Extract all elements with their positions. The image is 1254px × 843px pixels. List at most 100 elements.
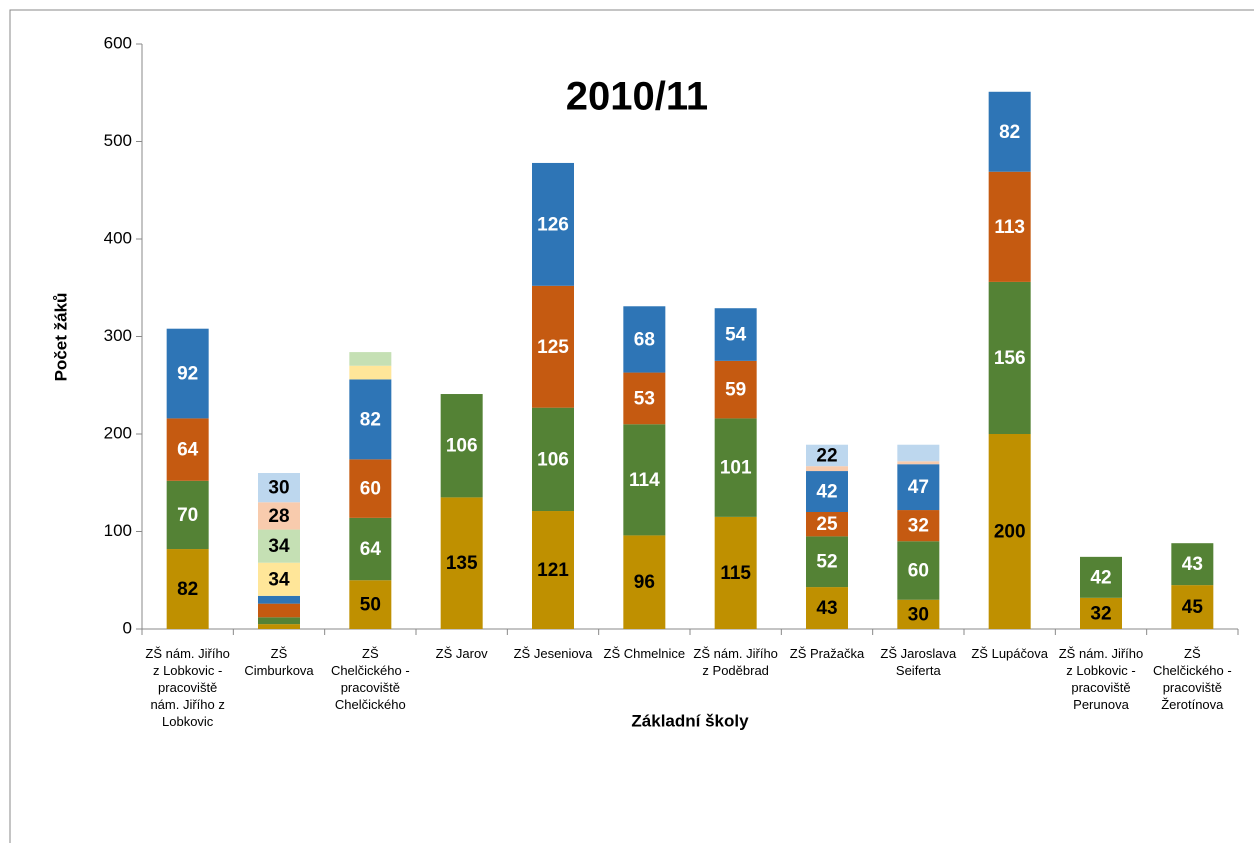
bar-segment (714, 360, 757, 419)
data-label: 60 (360, 479, 381, 500)
bar-segment (1080, 556, 1122, 598)
bar-segment (623, 306, 666, 373)
data-label: 68 (634, 329, 655, 350)
bar-segment (714, 308, 757, 361)
bar-segment (349, 517, 392, 581)
bar-segment (623, 424, 666, 536)
x-tick-label: ZŠ Chelčického - pracoviště Žerotínova (1152, 646, 1232, 712)
bar-segment (897, 599, 940, 629)
data-label: 34 (268, 536, 290, 557)
x-tick-label: ZŠ nám. Jiřího z Lobkovic - pracoviště P… (1058, 646, 1144, 712)
data-label: 60 (908, 561, 929, 582)
x-tick-label: ZŠ Chelčického - pracoviště Chelčického (330, 646, 410, 712)
bar-segment (349, 365, 392, 380)
data-label: 70 (177, 505, 198, 526)
bar-segment (166, 328, 209, 419)
bar-segment (440, 497, 483, 629)
x-tick-label: ZŠ Chmelnice (603, 646, 686, 661)
x-tick-label: ZŠ nám. Jiřího z Poděbrad (693, 646, 778, 678)
bar-segment (1080, 597, 1122, 629)
bar-segment (623, 372, 666, 425)
data-label: 200 (994, 522, 1026, 543)
data-label: 106 (446, 436, 478, 457)
data-label: 101 (720, 458, 752, 479)
chart-border (9, 9, 1254, 843)
bar-segment (1171, 543, 1214, 586)
bar-segment (258, 473, 300, 503)
data-label: 82 (360, 409, 381, 430)
bar-segment (258, 603, 300, 618)
y-tick-label: 100 (104, 521, 132, 540)
y-tick-label: 0 (123, 618, 132, 637)
x-tick-label: ZŠ nám. Jiřího z Lobkovic - pracoviště n… (145, 646, 230, 729)
bar-segment (988, 434, 1031, 629)
y-tick-label: 200 (104, 423, 132, 442)
data-label: 45 (1182, 597, 1204, 618)
bar-segment (897, 510, 940, 542)
data-label: 114 (629, 470, 660, 491)
y-tick-label: 500 (104, 131, 132, 150)
data-label: 126 (537, 214, 569, 235)
bar-segment (897, 464, 940, 511)
bar-segment (806, 466, 848, 472)
bar-segment (258, 624, 300, 629)
data-label: 64 (177, 440, 199, 461)
bar-segment (897, 461, 940, 465)
data-label: 47 (908, 477, 929, 498)
bar-segment (258, 529, 300, 563)
bar-segment (532, 285, 574, 408)
data-label: 43 (816, 598, 837, 619)
data-label: 92 (177, 364, 198, 385)
x-tick-label: ZŠ Jarov (435, 646, 488, 661)
bar-segment (166, 418, 209, 481)
data-label: 53 (634, 388, 655, 409)
data-label: 32 (908, 516, 929, 537)
y-tick-label: 400 (104, 228, 132, 247)
bar-segment (532, 162, 574, 286)
data-label: 22 (816, 445, 837, 466)
bar-segment (806, 536, 848, 588)
bar-segment (988, 281, 1031, 434)
bar-segment (988, 171, 1031, 282)
x-tick-label: ZŠ Jeseniova (513, 646, 593, 661)
bar-segment (440, 394, 483, 498)
bar-segment (714, 516, 757, 629)
data-label: 30 (268, 478, 289, 499)
bar-segment (258, 595, 300, 604)
data-label: 125 (537, 337, 569, 358)
data-label: 52 (816, 552, 837, 573)
data-label: 30 (908, 604, 929, 625)
bar-segment (349, 459, 392, 518)
data-label: 106 (537, 449, 569, 470)
bar-segment (532, 511, 574, 629)
bar-segment (897, 444, 940, 462)
bar-segment (258, 617, 300, 625)
data-label: 135 (446, 553, 478, 574)
data-label: 115 (720, 563, 751, 584)
bar-segment (806, 512, 848, 537)
bar-segment (897, 541, 940, 600)
bar-segment (623, 535, 666, 629)
data-label: 43 (1182, 554, 1203, 575)
x-tick-label: ZŠ Jaroslava Seiferta (880, 646, 957, 678)
data-label: 50 (360, 595, 381, 616)
x-axis-title: Základní školy (631, 711, 749, 730)
bar-segment (806, 587, 848, 629)
bar-segment (258, 502, 300, 530)
bar-segment (806, 444, 848, 467)
data-label: 156 (994, 348, 1026, 369)
data-label: 54 (725, 325, 747, 346)
x-tick-label: ZŠ Cimburkova (244, 646, 314, 678)
y-axis-title: Počet žáků (51, 293, 70, 382)
data-label: 59 (725, 380, 746, 401)
data-label: 42 (1090, 567, 1111, 588)
data-label: 42 (816, 482, 837, 503)
bar-segment (349, 580, 392, 629)
data-label: 82 (999, 122, 1020, 143)
data-label: 96 (634, 572, 655, 593)
bar-segment (349, 352, 392, 366)
data-label: 64 (360, 539, 382, 560)
bar-segment (988, 91, 1031, 172)
data-label: 32 (1090, 603, 1111, 624)
